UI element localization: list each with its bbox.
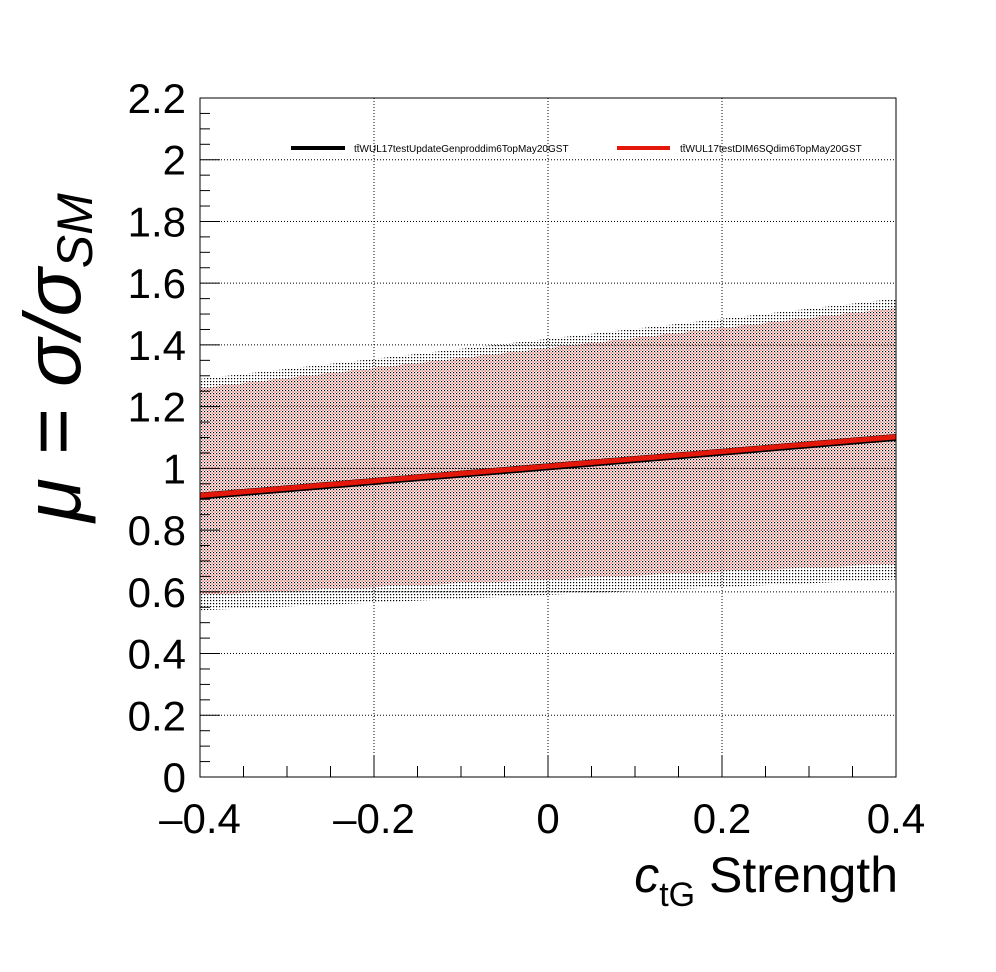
legend: tt̄WUL17testUpdateGenproddim6TopMay20GST…: [291, 143, 862, 155]
y-tick-label: 0.8: [128, 507, 186, 554]
x-tick-label: 0.2: [693, 795, 751, 842]
legend-label-series-0: tt̄WUL17testUpdateGenproddim6TopMay20GST: [354, 143, 569, 155]
y-axis-title: μ = σ/σSM: [8, 193, 103, 524]
uncertainty-band-series-1: [200, 307, 896, 595]
y-tick-label: 0: [163, 754, 186, 801]
y-tick-label: 0.2: [128, 692, 186, 739]
y-tick-label: 0.6: [128, 569, 186, 616]
x-tick-label: 0.4: [867, 795, 925, 842]
uncertainty-bands: [200, 298, 896, 611]
y-tick-label: 0.4: [128, 631, 186, 678]
y-tick-label: 1: [163, 445, 186, 492]
y-tick-label: 2.2: [128, 75, 186, 122]
legend-label-series-1: tt̄WUL17testDIM6SQdim6TopMay20GST: [680, 143, 862, 155]
y-tick-label: 1.6: [128, 260, 186, 307]
x-tick-label: 0: [536, 795, 559, 842]
tick-labels: –0.4 –0.2 0 0.2 0.4 0 0.2 0.4 0.6 0.8 1 1.2 1.4 1.6 1.…: [128, 75, 926, 842]
y-tick-label: 2: [163, 137, 186, 184]
x-tick-label: –0.4: [159, 795, 241, 842]
x-axis-title: ctG Strength: [634, 847, 898, 914]
y-tick-label: 1.8: [128, 198, 186, 245]
series-line-1: [199, 434, 897, 499]
y-tick-label: 1.4: [128, 322, 186, 369]
x-tick-label: –0.2: [333, 795, 415, 842]
series-lines: [199, 434, 897, 500]
y-tick-label: 1.2: [128, 384, 186, 431]
axis-ticks: [199, 97, 897, 778]
